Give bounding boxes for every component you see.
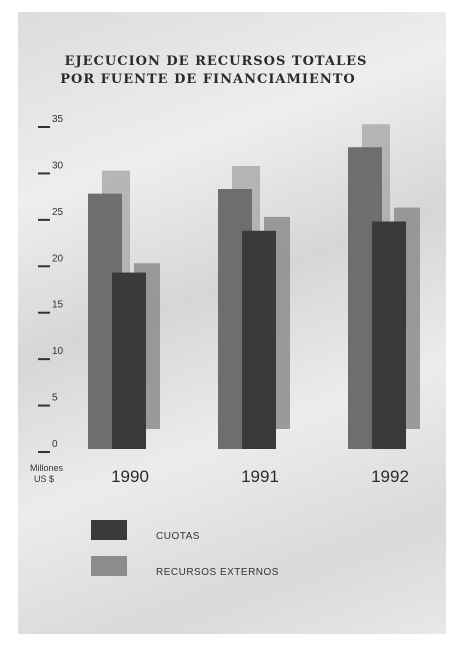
chart-title-line-1: EJECUCION DE RECURSOS TOTALES <box>65 54 368 69</box>
y-tick-label-30: 30 <box>52 160 64 171</box>
x-label-1992: 1992 <box>371 467 409 486</box>
y-tick-label-5: 5 <box>52 393 58 404</box>
unit-line-2: US $ <box>34 474 54 484</box>
bars <box>88 124 420 449</box>
chart-title: EJECUCION DE RECURSOS TOTALES POR FUENTE… <box>60 54 368 87</box>
x-label-1991: 1991 <box>241 467 279 486</box>
chart-title-line-2: POR FUENTE DE FINANCIAMIENTO <box>60 72 356 87</box>
y-axis: 0 5 10 15 20 25 30 35 <box>38 114 64 453</box>
legend-swatch-0 <box>91 520 127 540</box>
bar-chart: EJECUCION DE RECURSOS TOTALES POR FUENTE… <box>30 54 420 578</box>
legend-label-1: RECURSOS EXTERNOS <box>156 567 279 578</box>
x-axis-labels: 1990 1991 1992 <box>111 467 409 486</box>
y-tick-label-35: 35 <box>52 114 64 125</box>
y-tick-label-0: 0 <box>52 439 58 450</box>
y-tick-label-15: 15 <box>52 300 64 311</box>
chart-sheet: EJECUCION DE RECURSOS TOTALES POR FUENTE… <box>18 12 446 634</box>
y-tick-label-25: 25 <box>52 207 64 218</box>
legend-swatch-1 <box>91 556 127 576</box>
legend: CUOTAS RECURSOS EXTERNOS <box>91 520 279 578</box>
legend-label-0: CUOTAS <box>156 531 200 542</box>
bar-cuotas-1992 <box>372 221 406 449</box>
x-label-1990: 1990 <box>111 467 149 486</box>
y-axis-unit: Millones US $ <box>30 463 64 484</box>
y-tick-label-20: 20 <box>52 253 64 264</box>
unit-line-1: Millones <box>30 463 64 473</box>
bar-cuotas-1990 <box>112 272 146 449</box>
y-tick-label-10: 10 <box>52 346 64 357</box>
bar-cuotas-1991 <box>242 230 276 449</box>
